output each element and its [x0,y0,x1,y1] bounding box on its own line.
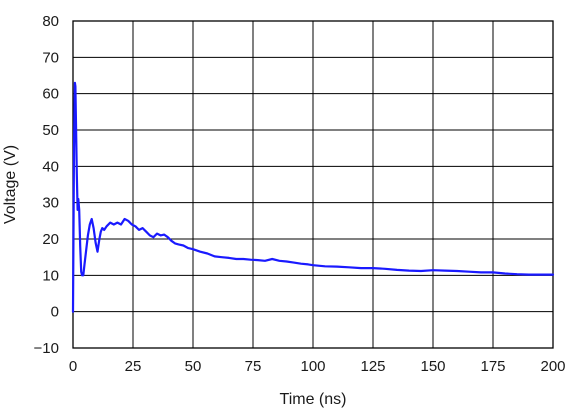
y-tick-label: 20 [42,231,59,248]
x-tick-label: 25 [125,358,142,375]
y-tick-label: 40 [42,158,59,175]
x-tick-label: 75 [245,358,262,375]
voltage-series-line [71,81,555,313]
y-tick-label: 80 [42,13,59,30]
y-tick-label: 60 [42,86,59,103]
x-tick-label: 150 [420,358,445,375]
y-tick-label: 30 [42,195,59,212]
x-tick-label: 50 [185,358,202,375]
y-tick-label: 10 [42,267,59,284]
y-tick-labels: −10 0 10 20 30 40 50 60 70 80 [34,13,59,357]
y-tick-label: 50 [42,122,59,139]
series-layer [71,81,555,313]
y-tick-label: 70 [42,49,59,66]
x-tick-label: 0 [69,358,77,375]
x-tick-label: 125 [360,358,385,375]
y-axis-title: Voltage (V) [2,145,19,224]
x-tick-label: 175 [480,358,505,375]
x-tick-labels: 0 25 50 75 100 125 150 175 200 [69,358,566,375]
y-tick-label: 0 [51,304,59,321]
x-axis-title: Time (ns) [280,391,347,408]
y-tick-label: −10 [34,340,59,357]
x-tick-label: 100 [300,358,325,375]
grid-layer [72,20,554,349]
x-tick-label: 200 [540,358,565,375]
